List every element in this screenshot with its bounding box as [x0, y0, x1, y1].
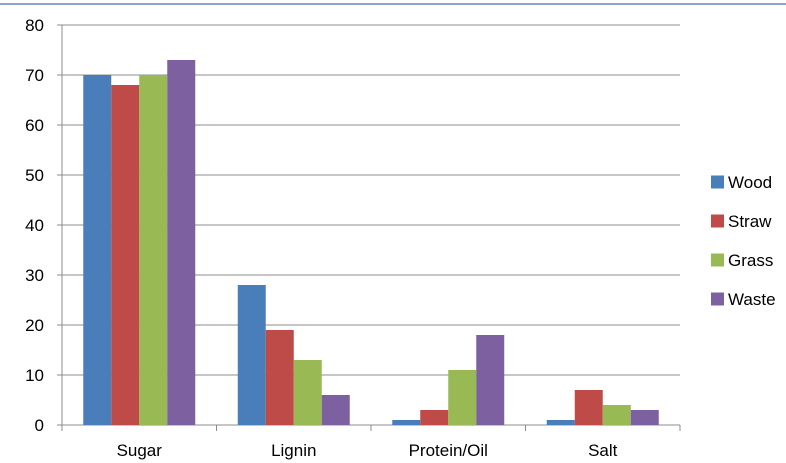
y-tick-label: 20 — [25, 316, 44, 335]
bar-straw-sugar — [111, 85, 140, 425]
bar-wood-sugar — [83, 75, 112, 425]
legend-label-straw: Straw — [728, 212, 772, 231]
bar-grass-lignin — [293, 360, 322, 425]
y-tick-label: 30 — [25, 266, 44, 285]
legend: Wood Straw Grass Waste — [711, 173, 776, 309]
y-tick-label: 40 — [25, 216, 44, 235]
x-category-label: Sugar — [117, 441, 163, 460]
legend-swatch-wood — [711, 175, 724, 189]
x-category-label: Protein/Oil — [409, 441, 488, 460]
legend-label-waste: Waste — [728, 290, 776, 309]
bar-straw-protein-oil — [420, 410, 449, 425]
y-tick-label: 10 — [25, 366, 44, 385]
y-tick-label: 50 — [25, 166, 44, 185]
bars — [83, 60, 659, 425]
y-tick-label: 0 — [35, 416, 44, 435]
bar-wood-protein-oil — [392, 420, 421, 425]
y-tick-label: 70 — [25, 66, 44, 85]
bar-grass-protein-oil — [448, 370, 477, 425]
legend-swatch-waste — [711, 292, 724, 306]
y-tick-label: 80 — [25, 16, 44, 35]
y-tick-label: 60 — [25, 116, 44, 135]
legend-label-grass: Grass — [728, 251, 773, 270]
bar-grass-salt — [602, 405, 631, 425]
legend-swatch-straw — [711, 214, 724, 228]
bar-grass-sugar — [139, 75, 168, 425]
legend-swatch-grass — [711, 253, 724, 267]
bar-wood-lignin — [237, 285, 266, 425]
bar-wood-salt — [546, 420, 575, 425]
bar-waste-sugar — [167, 60, 196, 425]
bar-straw-salt — [574, 390, 603, 425]
bar-waste-salt — [630, 410, 659, 425]
x-category-label: Lignin — [271, 441, 316, 460]
bar-waste-protein-oil — [476, 335, 505, 425]
bar-straw-lignin — [265, 330, 294, 425]
bar-waste-lignin — [321, 395, 350, 425]
legend-label-wood: Wood — [728, 173, 772, 192]
x-category-labels: Sugar Lignin Protein/Oil Salt — [117, 441, 618, 460]
y-tick-labels: 0 10 20 30 40 50 60 70 80 — [25, 16, 44, 435]
x-category-label: Salt — [588, 441, 618, 460]
